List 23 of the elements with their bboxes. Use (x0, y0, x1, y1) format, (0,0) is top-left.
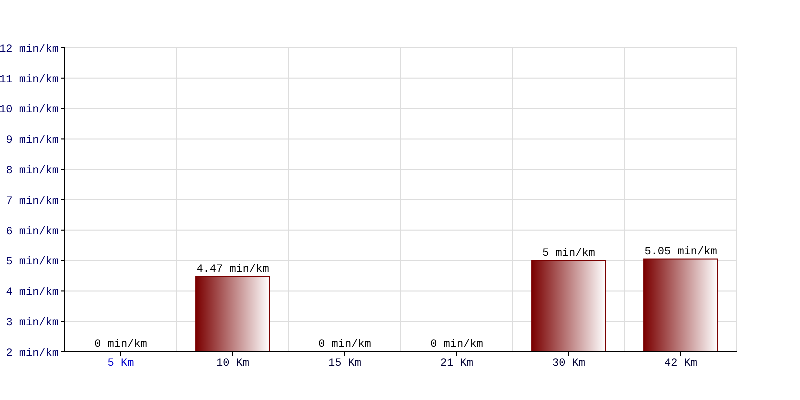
text: 0 min/km (430, 339, 484, 351)
text: 0 min/km (94, 339, 148, 351)
y-tick-label: 3 min/km (6, 317, 60, 330)
x-tick-label: 5 Km (108, 358, 135, 370)
x-tick-label: 30 Km (552, 358, 586, 370)
x-tick-label: 21 Km (440, 358, 474, 370)
y-tick-label: 8 min/km (6, 165, 60, 178)
data-label: 5.05 min/km (644, 246, 718, 258)
x-tick-label: 15 Km (328, 358, 362, 370)
y-tick-label: 2 min/km (6, 348, 60, 360)
y-tick-label: 7 min/km (6, 196, 60, 208)
y-tick-label: 4 min/km (6, 287, 60, 300)
data-label: 4.47 min/km (196, 264, 270, 276)
y-tick-label: 10 min/km (0, 104, 60, 117)
y-tick-label: 6 min/km (6, 226, 60, 238)
text: 0 min/km (318, 339, 372, 351)
x-tick-label: 10 Km (216, 358, 250, 370)
data-label: 5 min/km (542, 248, 596, 260)
y-tick-label: 5 min/km (6, 256, 60, 269)
y-tick-label: 12 min/km (0, 44, 60, 56)
y-tick-label: 9 min/km (6, 135, 60, 148)
x-tick-label: 42 Km (664, 358, 698, 370)
y-tick-label: 11 min/km (0, 74, 60, 86)
